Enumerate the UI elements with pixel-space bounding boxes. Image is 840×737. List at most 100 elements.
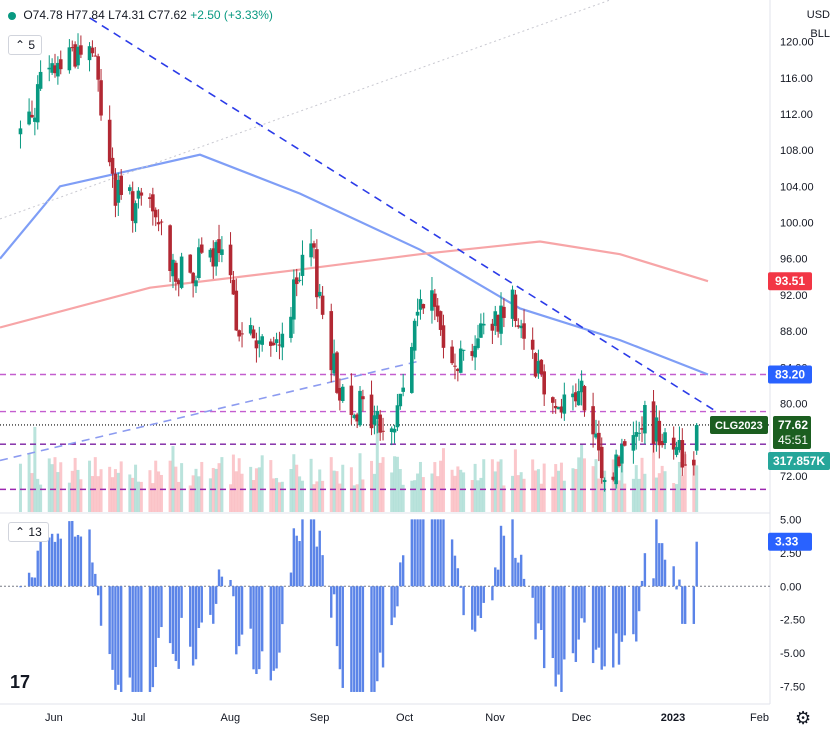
volume-bar: [300, 480, 304, 512]
candle-body: [217, 239, 221, 254]
status-dot-icon: [8, 11, 16, 20]
volume-bar: [257, 467, 261, 512]
roc-bar: [220, 576, 224, 587]
volume-bar: [637, 478, 641, 512]
roc-bar: [197, 586, 201, 628]
volume-bar: [231, 454, 235, 512]
roc-bar: [577, 586, 580, 640]
candle-body: [369, 394, 374, 429]
roc-bar: [658, 543, 661, 587]
roc-bar: [309, 519, 313, 587]
roc-bar: [194, 586, 198, 660]
candle-body: [519, 325, 523, 329]
roc-bar: [422, 519, 425, 587]
candle-body: [214, 242, 218, 267]
candle-body: [502, 306, 506, 318]
roc-bar: [235, 586, 238, 655]
ema-indicator-pill[interactable]: ⌃ 5: [8, 35, 43, 55]
candle-body: [211, 248, 216, 267]
gear-icon[interactable]: ⚙: [795, 708, 812, 728]
volume-bar: [680, 475, 684, 512]
candle-body: [176, 280, 181, 284]
volume-bar: [154, 460, 158, 512]
volume-bar: [229, 484, 233, 512]
collapse-icon[interactable]: ⌃: [15, 525, 26, 539]
currency-selector[interactable]: USD: [806, 9, 830, 21]
candle-body: [620, 444, 624, 464]
candle-body: [119, 175, 123, 195]
time-tick-label: Jul: [131, 712, 145, 724]
tradingview-logo[interactable]: 17: [10, 672, 31, 692]
volume-bar: [234, 471, 238, 512]
volume-bar: [177, 481, 181, 512]
candle-body: [33, 117, 37, 122]
roc-bar: [128, 586, 132, 678]
volume-bar: [519, 472, 523, 512]
candle-body: [168, 225, 172, 271]
volume-bar: [277, 482, 281, 512]
candle-body: [412, 320, 417, 351]
volume-bar: [136, 481, 140, 512]
roc-bar: [180, 586, 183, 618]
roc-bar: [517, 562, 520, 587]
candle-body: [174, 262, 178, 282]
close-value: C77.62: [148, 8, 187, 22]
roc-bar: [542, 586, 546, 669]
volume-bar: [571, 468, 575, 512]
volume-bar: [36, 478, 40, 512]
candle-body: [110, 157, 115, 174]
roc-bar: [471, 586, 474, 630]
roc-bar: [571, 586, 575, 654]
candle-body: [421, 304, 426, 309]
price-tick-label: 92.00: [780, 290, 808, 302]
collapse-icon[interactable]: ⌃: [15, 38, 26, 52]
roc-bar: [692, 586, 696, 624]
candle-body: [156, 222, 161, 225]
roc-bar: [479, 586, 483, 619]
candle-body: [481, 323, 486, 326]
candle-body: [559, 406, 564, 413]
volume-bar: [318, 469, 322, 512]
roc-bar: [439, 519, 442, 587]
volume-bar: [70, 470, 74, 512]
candle-body: [530, 339, 535, 350]
price-tick-label: 120.00: [780, 37, 814, 49]
roc-indicator-pill[interactable]: ⌃ 13: [8, 522, 49, 542]
volume-bar: [393, 456, 397, 512]
roc-bar: [413, 519, 416, 587]
roc-bar: [531, 586, 534, 598]
unit-selector[interactable]: BLL: [810, 28, 830, 40]
volume-bar: [513, 449, 517, 512]
candle-body: [499, 305, 503, 334]
volume-bar: [482, 459, 486, 512]
roc-bar: [19, 586, 22, 588]
roc-bar: [36, 550, 39, 587]
candle-body: [271, 342, 276, 346]
roc-bar: [583, 586, 586, 623]
symbol-tag-label: CLG2023: [715, 420, 763, 432]
roc-value-bg: [768, 532, 812, 551]
candle-body: [352, 415, 357, 418]
volume-bar: [111, 477, 115, 512]
candle-body: [128, 187, 132, 191]
roc-bar: [332, 586, 336, 595]
roc-bar: [580, 586, 583, 619]
roc-bar: [396, 586, 399, 607]
volume-bar: [131, 477, 135, 512]
volume-bar: [79, 479, 83, 512]
candle-body: [179, 256, 184, 288]
candle-body: [50, 63, 54, 73]
volume-bar: [168, 460, 172, 512]
candle-body: [516, 325, 521, 327]
roc-tick-label: -5.00: [780, 648, 805, 660]
candle-body: [18, 128, 23, 135]
volume-bar: [33, 426, 37, 512]
volume-bar: [67, 482, 71, 512]
candle-body: [599, 446, 604, 479]
roc-bar: [537, 586, 540, 624]
volume-bar: [197, 476, 201, 512]
candle-body: [93, 55, 98, 57]
volume-bar: [76, 469, 80, 512]
